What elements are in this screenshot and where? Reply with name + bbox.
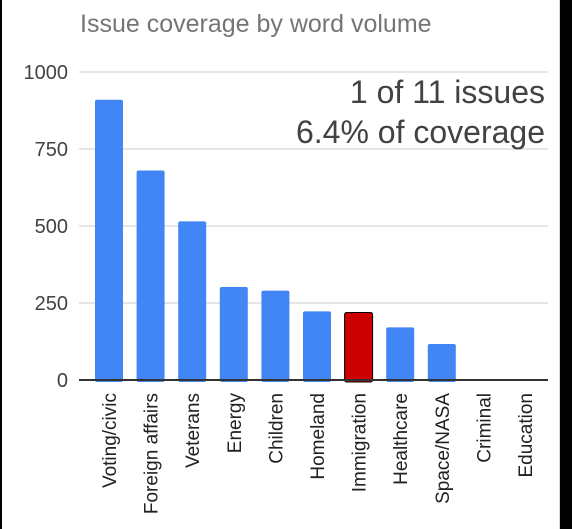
x-tick-label: Foreign affairs — [142, 393, 163, 514]
y-tick-label: 500 — [35, 216, 68, 238]
bar — [219, 286, 248, 382]
issue-count-annotation: 1 of 11 issues — [349, 74, 545, 110]
x-tick-label: Veterans — [183, 393, 204, 468]
chart-title: Issue coverage by word volume — [80, 10, 432, 38]
x-tick-label: Healthcare — [391, 393, 412, 485]
x-tick-label: Criminal — [474, 393, 495, 463]
bar — [95, 99, 123, 382]
chart-canvas: 0 250 500 750 1000 Voting/civic Foreign affair… — [24, 62, 548, 514]
coverage-share-annotation: 6.4% of coverage — [295, 114, 545, 150]
bar — [386, 327, 415, 382]
y-tick-label: 0 — [57, 370, 68, 392]
bar — [427, 343, 456, 382]
bar — [261, 290, 290, 382]
chart-panel: Issue coverage by word volume 0 250 500 750… — [2, 0, 560, 529]
x-tick-label: Energy — [225, 393, 246, 454]
bar — [136, 170, 165, 382]
x-tick-label: Education — [516, 393, 537, 478]
y-tick-label: 1000 — [24, 62, 69, 84]
x-tick-label: Children — [266, 393, 287, 464]
bar — [303, 311, 331, 382]
y-tick-label: 250 — [35, 293, 68, 315]
x-tick-label: Immigration — [350, 393, 371, 492]
x-tick-label: Voting/civic — [100, 393, 121, 488]
y-tick-label: 750 — [35, 139, 68, 161]
bar — [178, 221, 207, 382]
x-tick-label: Homeland — [308, 393, 329, 480]
x-tick-label: Space/NASA — [433, 393, 454, 504]
bar-highlighted — [344, 312, 374, 383]
